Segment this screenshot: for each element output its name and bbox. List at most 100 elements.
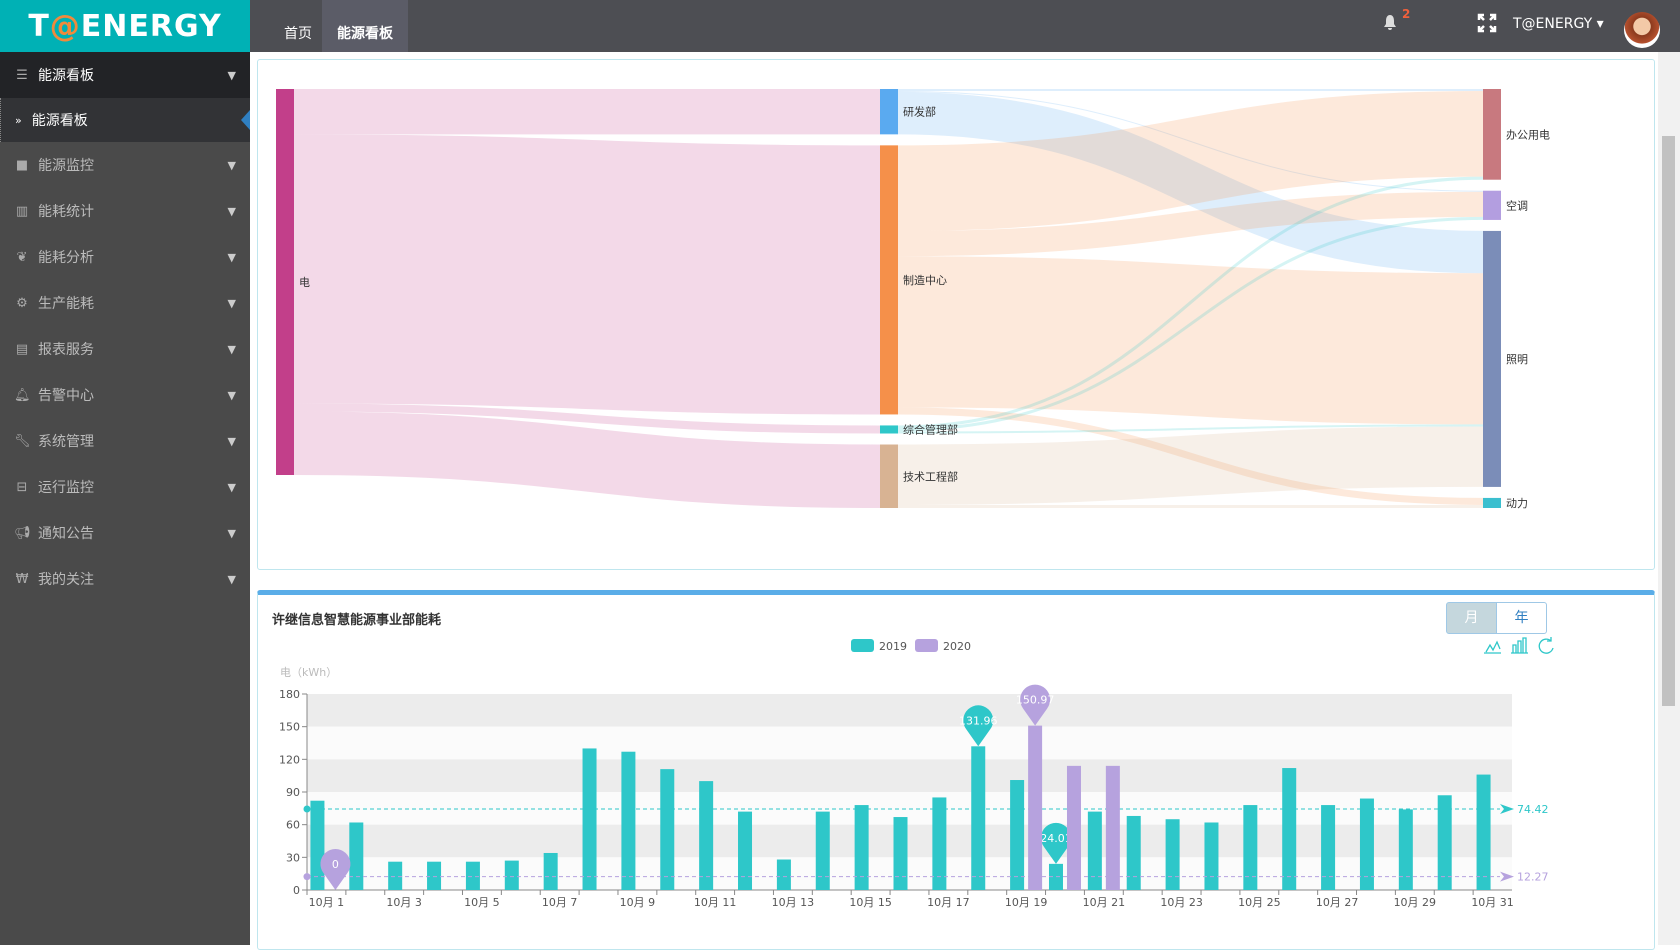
logo[interactable]: T @ ENERGY bbox=[0, 0, 250, 52]
chevron-down-icon: ▼ bbox=[227, 526, 236, 540]
sankey-link bbox=[897, 91, 1484, 232]
chart-title: 许继信息智慧能源事业部能耗 bbox=[272, 613, 442, 628]
y-tick-label: 60 bbox=[286, 819, 300, 832]
x-tick-label: 10月 31 bbox=[1471, 896, 1514, 909]
user-menu[interactable]: T@ENERGY ▾ bbox=[1513, 16, 1604, 32]
year-button[interactable]: 年 bbox=[1496, 602, 1547, 634]
sidebar-item-0[interactable]: ☰ 能源看板 ▼ bbox=[0, 52, 250, 98]
chevron-down-icon: ▼ bbox=[227, 434, 236, 448]
bar-2019 bbox=[388, 861, 403, 890]
sankey-node bbox=[1483, 190, 1501, 220]
sankey-link bbox=[897, 407, 1484, 505]
chevron-down-icon: ▼ bbox=[227, 388, 236, 402]
sidebar-item-6[interactable]: 🔔︎ 告警中心 ▼ bbox=[0, 372, 250, 418]
sankey-link bbox=[293, 134, 881, 415]
sidebar-item-3[interactable]: ❦ 能耗分析 ▼ bbox=[0, 234, 250, 280]
x-tick-label: 10月 15 bbox=[849, 896, 892, 909]
bar-2019 bbox=[1398, 809, 1413, 890]
chevron-down-icon: ▼ bbox=[227, 480, 236, 494]
sidebar: ☰ 能源看板 ▼ » 能源看板 ■ 能源监控 ▼ ▥ 能耗统计 ▼ ❦ 能耗分析 ▼ ⚙ 生产能耗 ▼ ▤ 报表服务… bbox=[0, 52, 250, 945]
energy-bar-card: 许继信息智慧能源事业部能耗 月 年 0 30 60 90 120 150 180 电（kWh）… bbox=[257, 590, 1655, 950]
bar-chart-icon[interactable] bbox=[1511, 637, 1528, 654]
sidebar-item-10[interactable]: ₩ 我的关注 ▼ bbox=[0, 556, 250, 602]
chevron-down-icon: ▼ bbox=[227, 250, 236, 264]
sankey-node bbox=[1483, 497, 1501, 508]
bar-2019 bbox=[776, 859, 791, 890]
dashboard-icon: ☰ bbox=[16, 67, 28, 83]
average-label: 74.42 bbox=[1517, 803, 1549, 816]
sidebar-item-label: 报表服务 bbox=[38, 342, 94, 358]
bell-icon[interactable] bbox=[1383, 14, 1397, 30]
sankey-node bbox=[276, 89, 294, 475]
bell-icon: 🔔︎ bbox=[14, 387, 31, 403]
bar-2019 bbox=[543, 852, 558, 890]
bar-2019 bbox=[1087, 811, 1102, 890]
avatar[interactable] bbox=[1624, 12, 1660, 48]
markpoint-label-min: 0 bbox=[332, 858, 339, 871]
tab-home[interactable]: 首页 bbox=[284, 26, 312, 42]
bar-2019 bbox=[1476, 774, 1491, 890]
x-tick-label: 10月 23 bbox=[1160, 896, 1203, 909]
markpoint-pin-max bbox=[963, 705, 994, 747]
scrollbar[interactable] bbox=[1658, 52, 1680, 945]
sidebar-item-9[interactable]: 📢︎ 通知公告 ▼ bbox=[0, 510, 250, 556]
sankey-link bbox=[897, 424, 1484, 434]
sankey-link bbox=[897, 91, 1484, 192]
sidebar-item-1[interactable]: ■ 能源监控 ▼ bbox=[0, 142, 250, 188]
sankey-links bbox=[293, 88, 1484, 508]
sankey-link bbox=[293, 403, 881, 434]
average-label: 12.27 bbox=[1517, 871, 1549, 884]
bar-2019 bbox=[815, 811, 830, 890]
main-content: 电 研发部 制造中心 综合管理部 技术工程部 办公用电 空调 照明 动力 许继信息智慧能源事业部… bbox=[250, 52, 1658, 950]
list-icon: ▤ bbox=[15, 341, 29, 357]
grid-band bbox=[307, 824, 1512, 858]
sankey-node bbox=[880, 89, 898, 135]
refresh-icon[interactable] bbox=[1538, 637, 1554, 654]
x-tick-label: 10月 11 bbox=[694, 896, 737, 909]
sankey-node-label: 电 bbox=[299, 276, 310, 289]
x-tick-label: 10月 5 bbox=[464, 896, 500, 909]
bar-2019 bbox=[660, 769, 675, 890]
bar-2020 bbox=[1105, 765, 1120, 890]
bar-2019 bbox=[582, 748, 597, 890]
x-tick-label: 10月 9 bbox=[620, 896, 656, 909]
average-arrow bbox=[1500, 803, 1514, 814]
markpoint-pin-min bbox=[320, 849, 351, 890]
wrench-icon: 🔧︎ bbox=[14, 433, 31, 449]
bullhorn-icon: 📢︎ bbox=[14, 525, 31, 541]
bar-2019 bbox=[1359, 798, 1374, 890]
legend-label: 2019 bbox=[879, 640, 907, 653]
chevron-down-icon: ▼ bbox=[227, 572, 236, 586]
sidebar-item-label: 能源监控 bbox=[38, 158, 94, 174]
sankey-node bbox=[1483, 89, 1501, 180]
markpoint-label-min: 24.01 bbox=[1040, 832, 1072, 845]
sidebar-item-4[interactable]: ⚙ 生产能耗 ▼ bbox=[0, 280, 250, 326]
bar-2019 bbox=[971, 746, 986, 890]
line-chart-icon[interactable] bbox=[1484, 640, 1501, 654]
sidebar-item-8[interactable]: ⊟ 运行监控 ▼ bbox=[0, 464, 250, 510]
sidebar-item-label: 能耗分析 bbox=[38, 250, 94, 266]
x-tick-label: 10月 19 bbox=[1005, 896, 1048, 909]
sidebar-item-label: 能源看板 bbox=[38, 68, 94, 84]
gears-icon: ⚙ bbox=[16, 295, 28, 311]
sidebar-subitem-dashboard[interactable]: » 能源看板 bbox=[0, 98, 250, 142]
bar-2019 bbox=[1282, 768, 1297, 890]
sidebar-item-5[interactable]: ▤ 报表服务 ▼ bbox=[0, 326, 250, 372]
grid-band bbox=[307, 726, 1512, 760]
sidebar-item-2[interactable]: ▥ 能耗统计 ▼ bbox=[0, 188, 250, 234]
tab-energy-dashboard[interactable]: 能源看板 bbox=[322, 0, 408, 52]
scrollbar-thumb[interactable] bbox=[1662, 136, 1675, 706]
sankey-link bbox=[293, 411, 881, 508]
sidebar-item-label: 我的关注 bbox=[38, 572, 94, 588]
y-tick-label: 90 bbox=[286, 786, 300, 799]
x-tick-label: 10月 25 bbox=[1238, 896, 1281, 909]
sidebar-item-7[interactable]: 🔧︎ 系统管理 ▼ bbox=[0, 418, 250, 464]
y-tick-label: 120 bbox=[279, 753, 300, 766]
x-tick-label: 10月 27 bbox=[1316, 896, 1359, 909]
bar-2020 bbox=[1066, 765, 1081, 890]
y-tick-label: 30 bbox=[286, 851, 300, 864]
bar-2019 bbox=[893, 817, 908, 890]
fullscreen-icon[interactable] bbox=[1477, 13, 1497, 33]
bar-2019 bbox=[699, 781, 714, 890]
sankey-link bbox=[897, 191, 1484, 257]
